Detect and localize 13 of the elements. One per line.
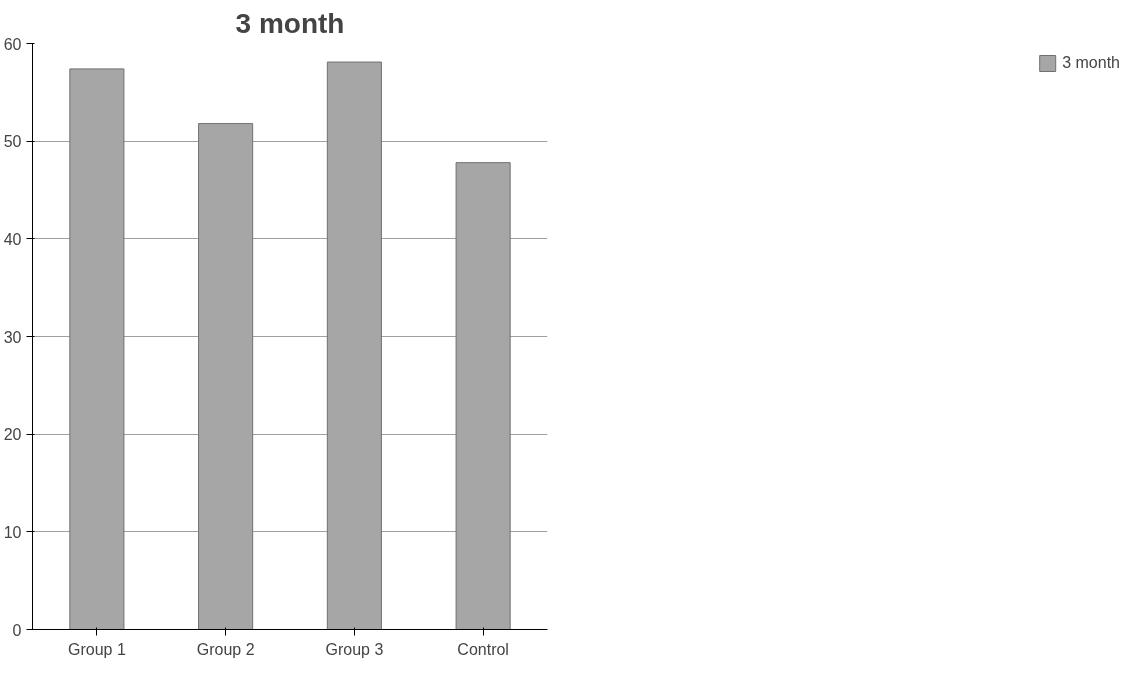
y-tick-label: 60 xyxy=(3,35,22,53)
y-tick-label: 10 xyxy=(3,523,22,541)
x-tick-label: Group 1 xyxy=(67,640,126,658)
x-tick-label: Group 2 xyxy=(196,640,255,658)
y-tick-label: 50 xyxy=(3,133,22,151)
y-tick-label: 30 xyxy=(3,328,22,346)
chart-title: 3 month xyxy=(235,7,345,39)
y-tick-label: 20 xyxy=(3,426,22,444)
y-tick-label: 0 xyxy=(12,621,22,639)
x-tick-label: Control xyxy=(457,640,509,658)
x-tick-label: Group 3 xyxy=(325,640,384,658)
legend-label: 3 month xyxy=(1062,54,1120,72)
y-tick-label: 40 xyxy=(3,230,22,248)
